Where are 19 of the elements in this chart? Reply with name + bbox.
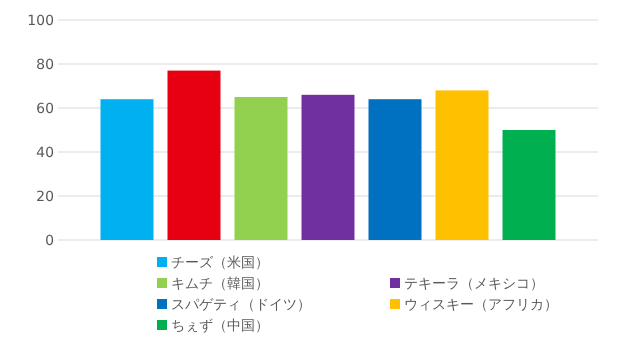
bar — [302, 94, 354, 240]
y-tick-label: 100 — [27, 12, 54, 29]
bar — [234, 97, 288, 240]
legend-label: キムチ（韓国） — [171, 276, 269, 292]
bar — [502, 130, 556, 240]
y-tick-label: 40 — [36, 144, 54, 161]
legend-label: ウィスキー（アフリカ） — [404, 296, 558, 313]
bar — [436, 90, 488, 240]
bar — [368, 99, 422, 240]
legend-label: スパゲティ（ドイツ） — [171, 296, 311, 313]
legend-label: ちぇず（中国） — [171, 318, 269, 334]
y-tick-label: 0 — [45, 232, 54, 249]
y-tick-label: 20 — [36, 188, 54, 205]
bar — [168, 70, 220, 240]
bar — [100, 99, 154, 240]
legend-label: チーズ（米国） — [171, 254, 269, 271]
y-tick-label: 80 — [36, 56, 54, 73]
legend-label: テキーラ（メキシコ） — [404, 276, 544, 292]
y-tick-label: 60 — [36, 100, 54, 117]
